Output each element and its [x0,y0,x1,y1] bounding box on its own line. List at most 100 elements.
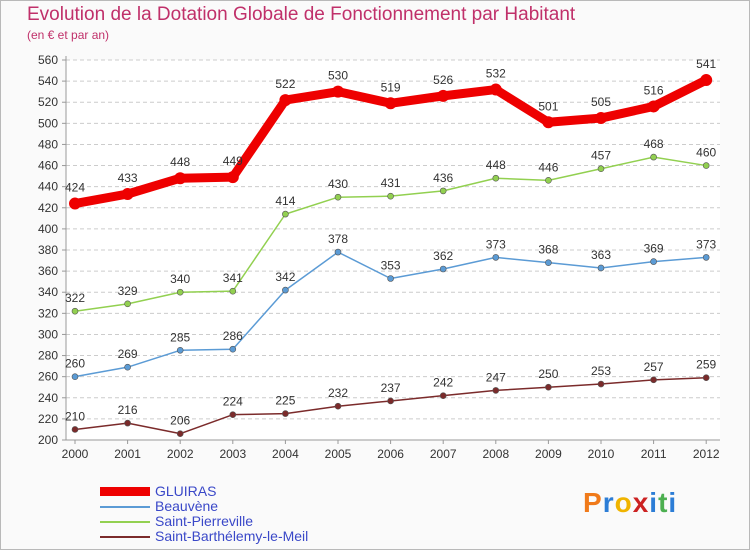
y-tick-label: 440 [38,180,58,194]
data-point [650,153,657,161]
data-point [282,286,289,294]
data-label: 449 [223,154,243,168]
brand-logo-letter: x [632,487,650,518]
y-tick-label: 420 [38,201,58,215]
y-tick-label: 480 [38,137,58,151]
y-tick-label: 540 [38,74,58,88]
legend-swatch [100,487,150,496]
data-label: 232 [328,386,348,400]
data-label: 253 [591,364,611,378]
x-tick-label: 2003 [219,447,246,461]
data-label: 216 [118,403,138,417]
data-point [492,254,500,261]
y-tick-label: 560 [38,53,58,67]
data-label: 285 [170,330,190,344]
data-point [492,174,500,182]
x-tick-label: 2002 [167,447,194,461]
legend-item: Saint-Barthélemy-le-Meil [100,529,308,544]
x-tick-label: 2005 [325,447,352,461]
data-point [702,254,710,261]
data-point [124,363,131,371]
data-point [176,288,184,296]
legend-label: GLUIRAS [155,483,217,499]
data-point [597,165,605,173]
data-label: 433 [118,171,138,185]
data-label: 373 [696,237,716,251]
y-tick-label: 400 [38,222,58,236]
data-label: 237 [381,381,401,395]
x-tick-label: 2001 [114,447,141,461]
data-label: 224 [223,395,243,409]
data-point [71,373,79,380]
data-label: 329 [118,284,138,298]
data-label: 250 [538,367,558,381]
data-label: 368 [538,243,558,257]
data-label: 269 [118,347,138,361]
data-point [124,419,131,427]
data-point [597,380,605,388]
data-label: 378 [328,232,348,246]
legend-item: Saint-Pierreville [100,514,308,529]
data-point [229,345,237,353]
data-point [597,264,605,272]
data-point [279,94,292,107]
data-point [384,97,397,110]
data-label: 516 [644,83,664,97]
y-tick-label: 460 [38,159,58,173]
y-tick-label: 220 [38,412,58,426]
data-point [71,307,79,315]
data-label: 210 [65,409,85,423]
data-label: 448 [170,155,190,169]
data-point [176,430,184,437]
data-point [387,192,394,200]
brand-logo-letter: i [649,487,659,518]
data-label: 242 [433,376,453,390]
data-point [545,259,552,266]
y-tick-label: 360 [38,264,58,278]
data-point [229,287,237,295]
legend-swatch [100,535,150,538]
data-label: 259 [696,358,716,372]
data-label: 363 [591,248,611,262]
legend-item: Beauvène [100,499,308,514]
data-label: 541 [696,57,716,71]
y-tick-label: 300 [38,327,58,341]
chart-legend: GLUIRAS Beauvène Saint-Pierreville Saint-Ba… [100,484,308,544]
grid-layer [66,59,720,440]
chart-subtitle: (en € et par an) [27,28,110,42]
data-label: 247 [486,370,506,384]
data-point [334,193,342,201]
data-label: 501 [538,99,558,113]
data-point [439,392,447,399]
data-label: 206 [170,414,190,428]
data-point [700,74,713,87]
legend-swatch [100,505,150,508]
data-point [226,171,239,184]
x-tick-label: 2007 [430,447,457,461]
legend-label: Saint-Pierreville [155,513,254,529]
data-point [702,162,710,169]
data-point [174,172,187,185]
data-label: 526 [433,73,453,87]
data-label: 430 [328,177,348,191]
data-point [229,411,237,418]
data-point [124,300,131,308]
data-label: 373 [486,237,506,251]
data-label: 519 [381,80,401,94]
data-point [437,89,450,102]
data-label: 522 [275,77,295,91]
y-tick-label: 340 [38,285,58,299]
y-tick-label: 280 [38,349,58,363]
data-label: 362 [433,249,453,263]
data-point [71,426,79,433]
brand-logo-letter: o [614,487,633,518]
y-tick-label: 320 [38,306,58,320]
x-tick-label: 2000 [62,447,89,461]
data-point [387,397,394,405]
series-layer [69,74,713,437]
data-point [595,112,607,125]
x-tick-label: 2010 [588,447,615,461]
data-point [282,210,289,218]
data-point [542,116,555,129]
